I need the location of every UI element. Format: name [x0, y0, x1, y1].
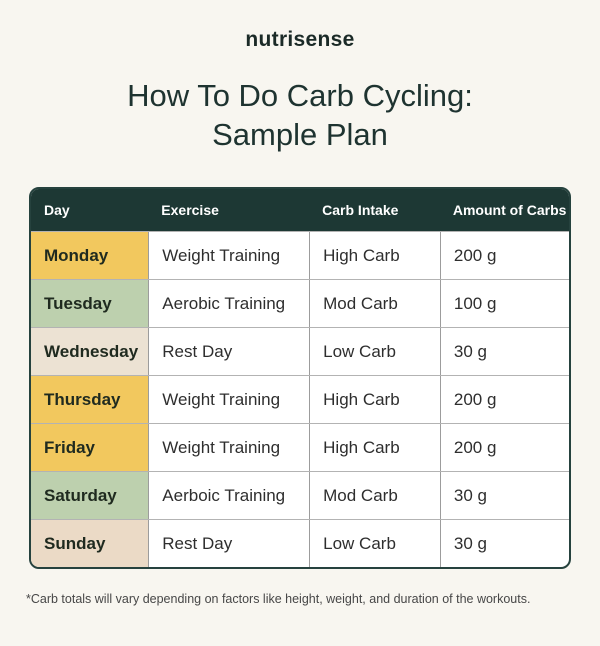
amount-cell: 200 g	[439, 424, 569, 471]
day-cell: Tuesday	[31, 280, 149, 327]
brand-logo: nutrisense	[245, 28, 355, 51]
table-row: Tuesday Aerobic Training Mod Carb 100 g	[31, 279, 569, 327]
carb-intake-cell: High Carb	[309, 232, 440, 279]
day-cell: Monday	[31, 232, 149, 279]
day-cell: Saturday	[31, 472, 149, 519]
table-row: Wednesday Rest Day Low Carb 30 g	[31, 327, 569, 375]
exercise-cell: Aerboic Training	[148, 472, 309, 519]
carb-cycling-table: Day Exercise Carb Intake Amount of Carbs…	[29, 187, 571, 569]
table-row: Saturday Aerboic Training Mod Carb 30 g	[31, 471, 569, 519]
exercise-cell: Weight Training	[148, 232, 309, 279]
table-header-row: Day Exercise Carb Intake Amount of Carbs	[31, 189, 569, 231]
carb-intake-cell: Mod Carb	[309, 472, 440, 519]
day-cell: Sunday	[31, 520, 149, 567]
exercise-cell: Rest Day	[148, 520, 309, 567]
table-row: Friday Weight Training High Carb 200 g	[31, 423, 569, 471]
amount-cell: 100 g	[439, 280, 569, 327]
carb-intake-cell: Low Carb	[309, 328, 440, 375]
footnote: *Carb totals will vary depending on fact…	[26, 592, 531, 606]
amount-cell: 30 g	[439, 328, 569, 375]
amount-cell: 30 g	[439, 520, 569, 567]
page-title: How To Do Carb Cycling: Sample Plan	[0, 76, 600, 154]
carb-intake-cell: High Carb	[309, 424, 440, 471]
header-exercise: Exercise	[161, 202, 219, 218]
table-row: Sunday Rest Day Low Carb 30 g	[31, 519, 569, 567]
header-amount-of-carbs: Amount of Carbs	[452, 202, 567, 218]
page-title-line2: Sample Plan	[212, 117, 388, 152]
table-row: Thursday Weight Training High Carb 200 g	[31, 375, 569, 423]
amount-cell: 200 g	[439, 376, 569, 423]
header-day: Day	[44, 202, 70, 218]
amount-cell: 200 g	[439, 232, 569, 279]
carb-intake-cell: Mod Carb	[309, 280, 440, 327]
day-cell: Wednesday	[31, 328, 149, 375]
day-cell: Friday	[31, 424, 149, 471]
table-row: Monday Weight Training High Carb 200 g	[31, 231, 569, 279]
exercise-cell: Weight Training	[148, 424, 309, 471]
exercise-cell: Weight Training	[148, 376, 309, 423]
page-title-line1: How To Do Carb Cycling:	[127, 78, 473, 113]
header-carb-intake: Carb Intake	[322, 202, 399, 218]
exercise-cell: Rest Day	[148, 328, 309, 375]
carb-intake-cell: Low Carb	[309, 520, 440, 567]
carb-intake-cell: High Carb	[309, 376, 440, 423]
day-cell: Thursday	[31, 376, 149, 423]
amount-cell: 30 g	[439, 472, 569, 519]
exercise-cell: Aerobic Training	[148, 280, 309, 327]
